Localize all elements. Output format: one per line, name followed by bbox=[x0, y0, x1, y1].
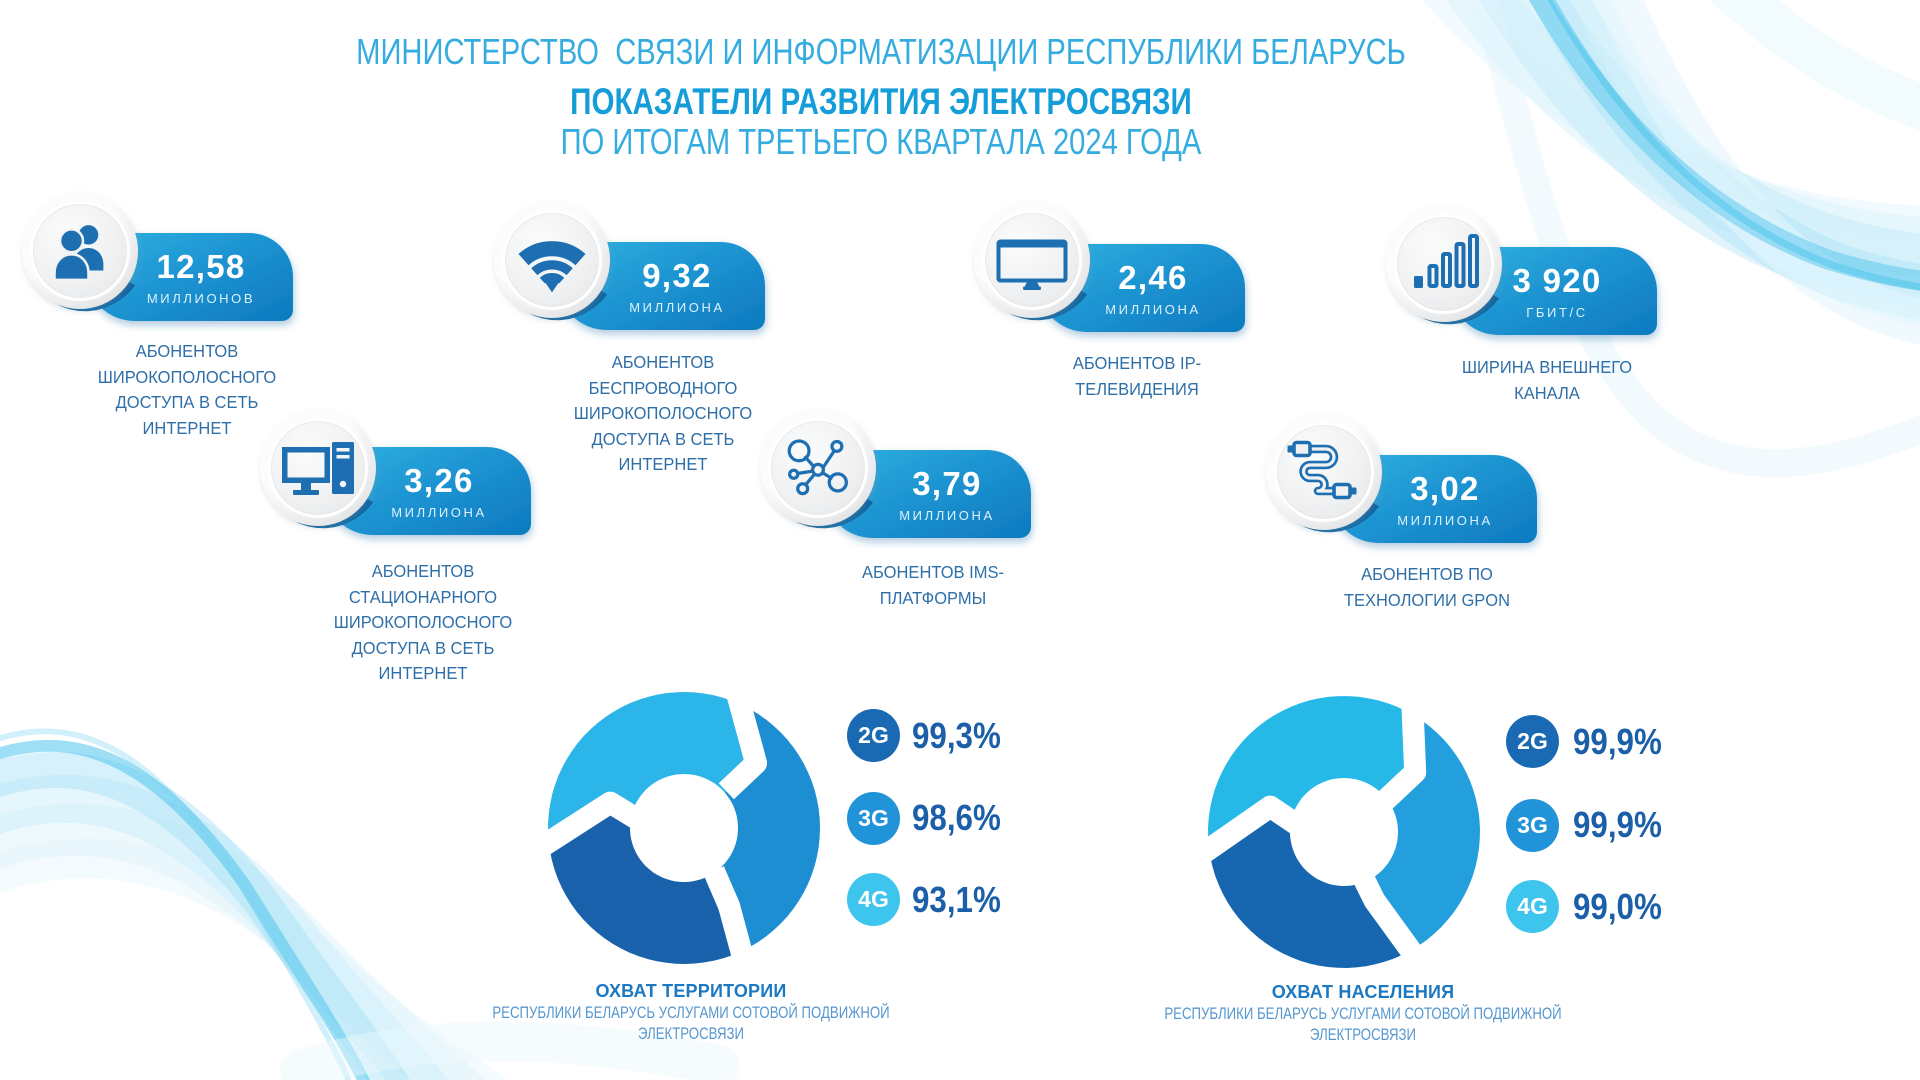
svg-text:12,58: 12,58 bbox=[156, 248, 245, 285]
svg-text:2,46: 2,46 bbox=[1118, 259, 1187, 296]
svg-text:МИЛЛИОНА: МИЛЛИОНА bbox=[391, 505, 487, 520]
svg-text:МИЛЛИОНА: МИЛЛИОНА bbox=[1105, 302, 1201, 317]
svg-text:ГБИТ/С: ГБИТ/С bbox=[1526, 305, 1587, 320]
svg-text:3,26: 3,26 bbox=[404, 462, 473, 499]
svg-text:3,79: 3,79 bbox=[912, 465, 981, 502]
svg-text:3 920: 3 920 bbox=[1512, 262, 1601, 299]
svg-text:МИЛЛИОНА: МИЛЛИОНА bbox=[629, 300, 725, 315]
svg-text:МИЛЛИОНА: МИЛЛИОНА bbox=[1397, 513, 1493, 528]
svg-text:МИЛЛИОНОВ: МИЛЛИОНОВ bbox=[147, 291, 255, 306]
svg-text:МИЛЛИОНА: МИЛЛИОНА bbox=[899, 508, 995, 523]
svg-text:9,32: 9,32 bbox=[642, 257, 711, 294]
svg-text:3,02: 3,02 bbox=[1410, 470, 1479, 507]
